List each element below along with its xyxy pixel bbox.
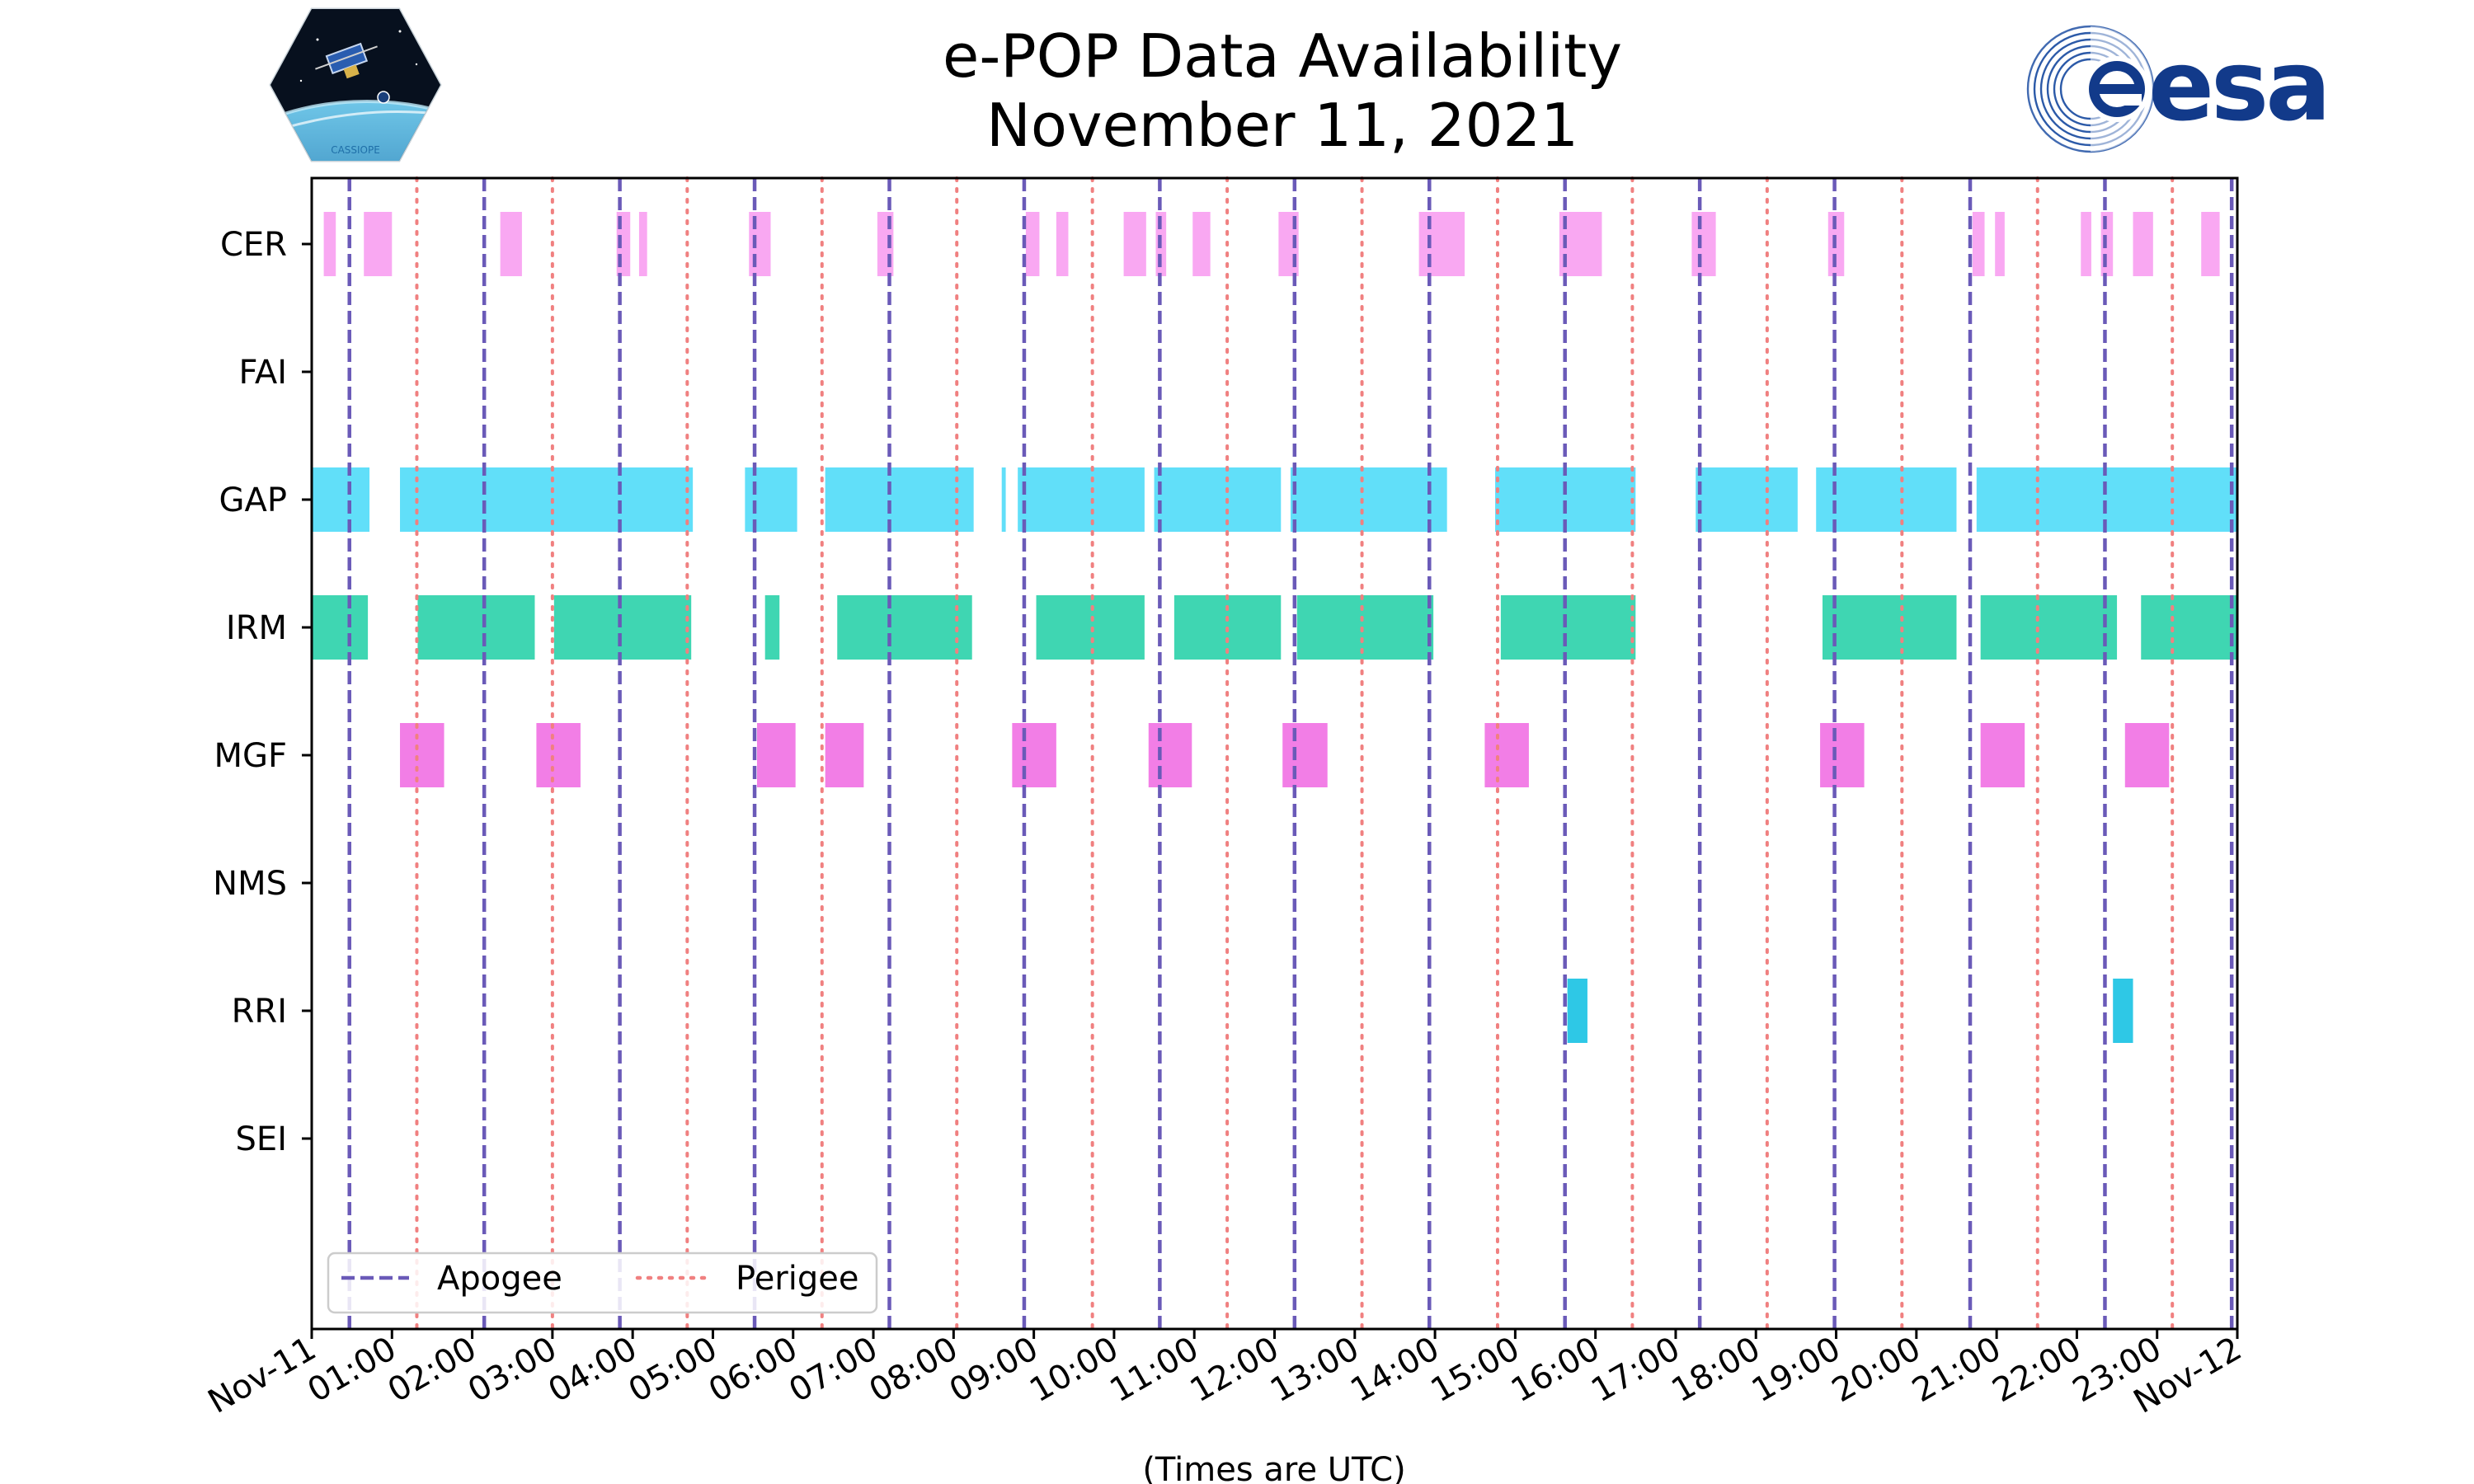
x-axis: Nov-1101:0002:0003:0004:0005:0006:0007:0… xyxy=(202,1329,2248,1421)
legend-apogee-label: Apogee xyxy=(437,1260,562,1298)
x-tick-label-18: 18:00 xyxy=(1665,1330,1766,1410)
y-tick-label-sei: SEI xyxy=(236,1120,287,1158)
bar-irm-9 xyxy=(1823,595,1957,660)
x-tick-label-19: 19:00 xyxy=(1746,1330,1847,1410)
x-tick-label-6: 06:00 xyxy=(703,1330,804,1410)
bar-irm-8 xyxy=(1500,595,1636,660)
y-tick-label-irm: IRM xyxy=(226,609,287,647)
cassiope-logo: CASSIOPE xyxy=(269,7,442,162)
bar-cer-11 xyxy=(1192,212,1211,276)
orbit-lines-layer xyxy=(347,176,2234,1331)
bar-irm-1 xyxy=(417,595,535,660)
bar-gap-7 xyxy=(1290,467,1447,532)
x-tick-label-9: 09:00 xyxy=(943,1330,1045,1410)
bar-gap-10 xyxy=(1816,467,1957,532)
bar-rri-0 xyxy=(1567,979,1587,1043)
bar-cer-7 xyxy=(1025,212,1040,276)
bar-mgf-10 xyxy=(2124,723,2170,787)
bar-cer-22 xyxy=(2201,212,2220,276)
bar-cer-15 xyxy=(1691,212,1716,276)
legend: Apogee Perigee xyxy=(327,1252,878,1314)
bar-gap-5 xyxy=(1018,467,1145,532)
esa-logo-label: esa xyxy=(2148,29,2328,143)
x-tick-label-11: 11:00 xyxy=(1103,1330,1205,1410)
bars-layer xyxy=(312,212,2237,1043)
x-tick-label-20: 20:00 xyxy=(1826,1330,1927,1410)
bar-gap-4 xyxy=(1001,467,1006,532)
y-axis: CER FAI GAP IRM MGF NMS RRI SEI xyxy=(213,226,312,1158)
x-tick-label-10: 10:00 xyxy=(1023,1330,1125,1410)
x-tick-label-15: 15:00 xyxy=(1425,1330,1526,1410)
y-tick-label-gap: GAP xyxy=(219,481,287,519)
bar-irm-3 xyxy=(764,595,780,660)
bar-cer-1 xyxy=(364,212,393,276)
y-tick-label-nms: NMS xyxy=(213,865,287,903)
chart-title: e-POP Data Availability xyxy=(943,21,1622,91)
y-tick-label-rri: RRI xyxy=(232,993,287,1031)
bar-mgf-5 xyxy=(1148,723,1192,787)
bar-mgf-6 xyxy=(1282,723,1328,787)
x-axis-label: (Times are UTC) xyxy=(1142,1451,1405,1484)
bar-gap-11 xyxy=(1976,467,2237,532)
bar-gap-9 xyxy=(1696,467,1798,532)
bar-cer-9 xyxy=(1123,212,1146,276)
legend-frame xyxy=(327,1252,878,1314)
bar-cer-18 xyxy=(1995,212,2005,276)
x-tick-label-13: 13:00 xyxy=(1264,1330,1366,1410)
bar-mgf-9 xyxy=(1980,723,2025,787)
x-tick-label-3: 03:00 xyxy=(462,1330,563,1410)
x-tick-label-21: 21:00 xyxy=(1906,1330,2007,1410)
x-tick-label-8: 08:00 xyxy=(863,1330,964,1410)
y-tick-label-fai: FAI xyxy=(239,354,288,392)
bar-irm-10 xyxy=(1980,595,2118,660)
bar-mgf-2 xyxy=(756,723,796,787)
bar-gap-1 xyxy=(400,467,694,532)
bar-irm-5 xyxy=(1036,595,1145,660)
bar-gap-6 xyxy=(1154,467,1282,532)
bar-cer-0 xyxy=(323,212,336,276)
x-tick-label-22: 22:00 xyxy=(1987,1330,2088,1410)
x-tick-label-17: 17:00 xyxy=(1585,1330,1686,1410)
bar-mgf-7 xyxy=(1484,723,1529,787)
bar-mgf-0 xyxy=(400,723,444,787)
bar-irm-4 xyxy=(837,595,972,660)
x-tick-label-2: 02:00 xyxy=(382,1330,483,1410)
x-tick-label-4: 04:00 xyxy=(542,1330,643,1410)
chart-title-block: e-POP Data Availability November 11, 202… xyxy=(0,21,2474,160)
x-tick-label-1: 01:00 xyxy=(301,1330,402,1410)
bar-irm-7 xyxy=(1296,595,1434,660)
esa-logo: esa xyxy=(2026,25,2331,153)
bar-cer-13 xyxy=(1418,212,1465,276)
x-tick-label-16: 16:00 xyxy=(1505,1330,1606,1410)
bar-mgf-8 xyxy=(1820,723,1865,787)
x-tick-label-7: 07:00 xyxy=(783,1330,884,1410)
bar-cer-5 xyxy=(749,212,771,276)
bar-mgf-1 xyxy=(536,723,581,787)
x-tick-label-5: 05:00 xyxy=(623,1330,724,1410)
bar-rri-1 xyxy=(2113,979,2133,1043)
bar-irm-11 xyxy=(2141,595,2237,660)
plot-frame xyxy=(310,176,2239,1331)
bar-cer-2 xyxy=(500,212,522,276)
bar-irm-0 xyxy=(312,595,369,660)
chart-subtitle: November 11, 2021 xyxy=(985,91,1579,160)
bar-cer-8 xyxy=(1056,212,1069,276)
bar-mgf-4 xyxy=(1012,723,1056,787)
bar-gap-3 xyxy=(825,467,974,532)
x-tick-label-12: 12:00 xyxy=(1184,1330,1286,1410)
x-tick-label-14: 14:00 xyxy=(1344,1330,1446,1410)
cassiope-logo-label: CASSIOPE xyxy=(331,144,380,156)
bar-mgf-3 xyxy=(825,723,864,787)
y-tick-label-mgf: MGF xyxy=(214,737,287,775)
bar-cer-17 xyxy=(1972,212,1985,276)
legend-perigee-label: Perigee xyxy=(736,1260,858,1298)
bar-cer-19 xyxy=(2081,212,2091,276)
y-tick-label-cer: CER xyxy=(220,226,287,264)
bar-cer-20 xyxy=(2100,212,2114,276)
bar-gap-0 xyxy=(312,467,370,532)
bar-cer-21 xyxy=(2133,212,2153,276)
bar-irm-2 xyxy=(553,595,692,660)
bar-cer-4 xyxy=(638,212,647,276)
